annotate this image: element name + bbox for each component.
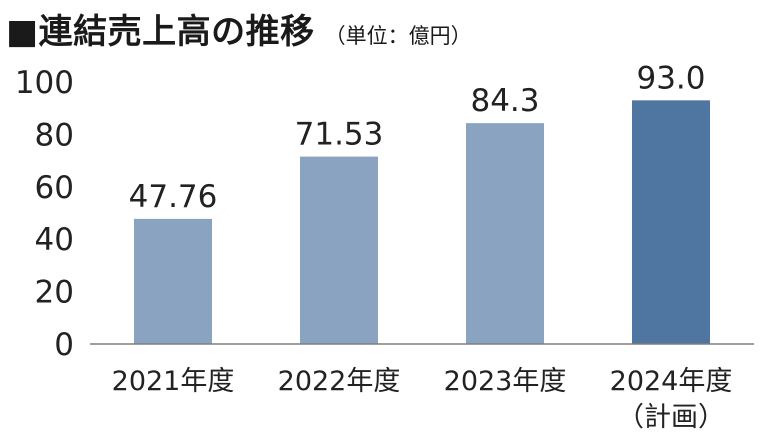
bar-value-label: 47.76 xyxy=(129,179,218,215)
y-tick-label: 100 xyxy=(15,65,74,101)
bar-value-label: 71.53 xyxy=(295,117,384,153)
x-tick-label: 2023年度 xyxy=(444,366,567,397)
chart-title-row: ■連結売上高の推移 （単位：億円） xyxy=(6,4,472,53)
bar xyxy=(300,156,378,344)
y-tick-label: 20 xyxy=(35,275,74,311)
x-tick-label: 2024年度 xyxy=(610,366,733,397)
y-tick-label: 0 xyxy=(54,327,74,363)
x-tick-label: 2021年度 xyxy=(112,366,235,397)
bar-value-label: 93.0 xyxy=(636,60,705,96)
y-tick-label: 80 xyxy=(35,117,74,153)
chart-title: ■連結売上高の推移 xyxy=(6,12,315,52)
y-tick-label: 60 xyxy=(35,170,74,206)
bar xyxy=(632,100,710,344)
x-tick-label: 2022年度 xyxy=(278,366,401,397)
y-tick-label: 40 xyxy=(35,222,74,258)
bar-value-label: 84.3 xyxy=(470,83,539,119)
x-tick-sublabel: （計画） xyxy=(617,402,725,433)
chart-unit-label: （単位：億円） xyxy=(324,24,472,48)
bar xyxy=(466,123,544,344)
bar xyxy=(134,218,212,344)
